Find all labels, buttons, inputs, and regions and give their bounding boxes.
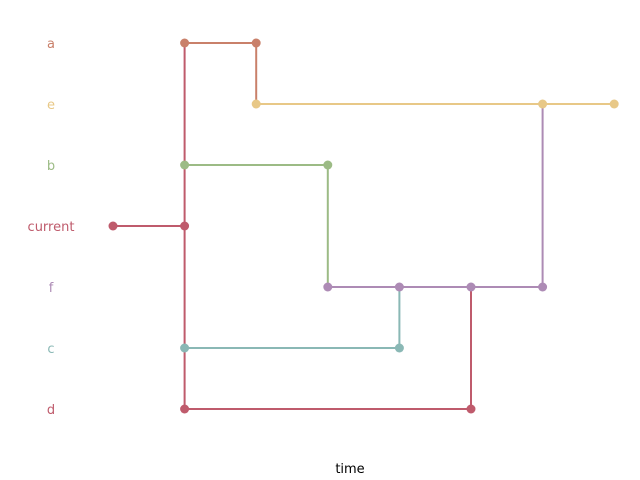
commit-nodes-layer [108,38,619,414]
commit-node-f-3 [323,282,333,292]
branch-label-f: f [49,281,54,296]
commit-node-a-1 [180,38,190,48]
x-axis-label: time [335,462,364,477]
branch-label-b: b [47,159,55,174]
branch-label-d: d [47,403,55,418]
commit-node-b-3 [323,160,333,170]
branch-label-current: current [28,220,75,235]
commit-node-e-2 [251,99,261,109]
commit-node-current-1 [180,221,190,231]
branch-labels-layer: a e b current f c d [28,37,75,418]
commit-node-b-1 [180,160,190,170]
edges-layer [112,42,616,410]
commit-node-d-1 [180,404,190,414]
commit-node-a-2 [251,38,261,48]
commit-node-f-5 [466,282,476,292]
commit-node-current-0 [108,221,118,231]
commit-node-e-7 [609,99,619,109]
commit-node-f-4 [394,282,404,292]
commit-node-c-4 [394,343,404,353]
branch-label-e: e [47,98,55,113]
branch-label-c: c [47,342,54,357]
commit-node-c-1 [180,343,190,353]
commit-node-d-5 [466,404,476,414]
commit-node-e-6 [538,99,548,109]
commit-node-f-6 [538,282,548,292]
branch-label-a: a [47,37,55,52]
